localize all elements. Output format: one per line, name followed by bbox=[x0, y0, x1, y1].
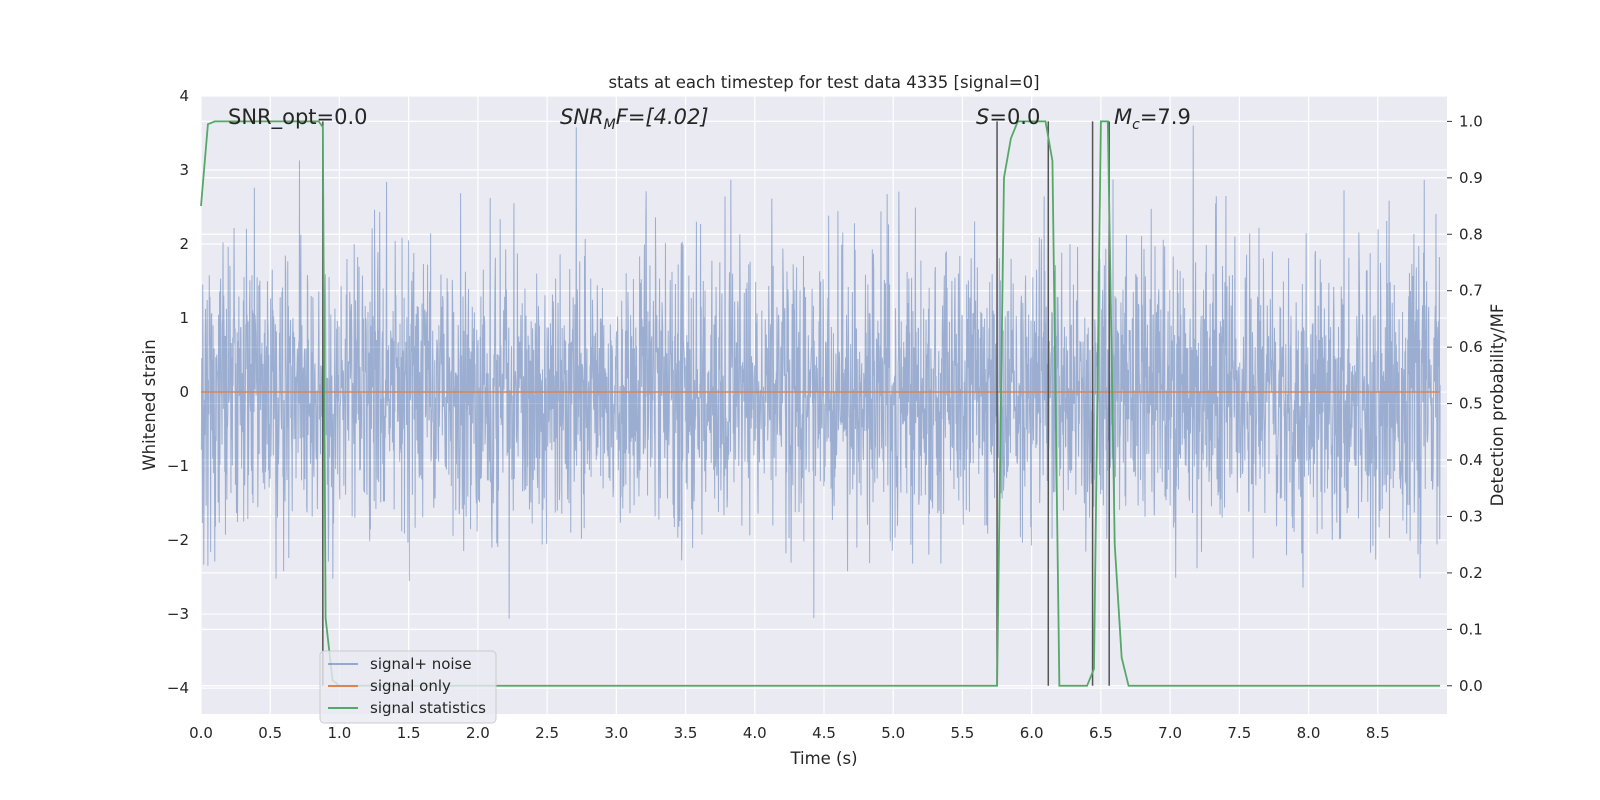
vertical-markers bbox=[322, 121, 1110, 686]
legend: signal+ noise signal only signal statist… bbox=[319, 650, 497, 724]
x-tick-label: 4.0 bbox=[743, 724, 767, 742]
y-left-tick-labels: 4 3 2 1 0 −1 −2 −3 −4 bbox=[167, 87, 189, 697]
y-right-tick-label: 0.6 bbox=[1459, 338, 1483, 356]
x-tick-label: 8.0 bbox=[1297, 724, 1321, 742]
y-left-tick-label: 2 bbox=[179, 235, 189, 253]
x-axis-label: Time (s) bbox=[789, 749, 857, 768]
y-axis-label-left: Whitened strain bbox=[140, 339, 159, 470]
y-left-tick-label: 3 bbox=[179, 161, 189, 179]
x-tick-label: 2.0 bbox=[466, 724, 490, 742]
annotation-snr-mf: SNRMF=[4.02] bbox=[560, 105, 709, 133]
y-right-tick-label: 0.8 bbox=[1459, 225, 1483, 243]
x-tick-label: 6.5 bbox=[1089, 724, 1113, 742]
signal-statistics-series bbox=[200, 120, 1441, 687]
x-tick-label: 2.5 bbox=[535, 724, 559, 742]
y-axis-label-right: Detection probability/MF bbox=[1488, 304, 1507, 507]
annotation-s: S=0.0 bbox=[976, 105, 1040, 129]
x-tick-label: 3.0 bbox=[604, 724, 628, 742]
x-tick-label: 7.5 bbox=[1227, 724, 1251, 742]
y-right-tick-label: 0.3 bbox=[1459, 507, 1483, 525]
y-right-tick-label: 0.7 bbox=[1459, 282, 1483, 300]
y-right-tick-labels: 1.0 0.9 0.8 0.7 0.6 0.5 0.4 0.3 0.2 0.1 0.0 bbox=[1447, 112, 1483, 695]
y-right-tick-label: 0.1 bbox=[1459, 620, 1483, 638]
legend-label-signal: signal only bbox=[370, 677, 451, 695]
signal-noise-series bbox=[200, 125, 1441, 619]
y-left-tick-label: −3 bbox=[167, 605, 189, 623]
x-tick-label: 8.5 bbox=[1366, 724, 1390, 742]
x-tick-label: 0.0 bbox=[189, 724, 213, 742]
legend-label-noise: signal+ noise bbox=[370, 655, 472, 673]
x-tick-label: 0.5 bbox=[258, 724, 282, 742]
annotation-snr-opt: SNR_opt=0.0 bbox=[228, 105, 368, 130]
y-left-tick-label: −4 bbox=[167, 679, 189, 697]
y-right-tick-label: 0.4 bbox=[1459, 451, 1483, 469]
signal-noise-line bbox=[200, 125, 1441, 619]
chart-title: stats at each timestep for test data 433… bbox=[608, 73, 1039, 92]
y-left-tick-label: −2 bbox=[167, 531, 189, 549]
y-right-tick-label: 0.2 bbox=[1459, 564, 1483, 582]
annotation-mc: Mc=7.9 bbox=[1114, 105, 1191, 133]
x-tick-label: 1.5 bbox=[397, 724, 421, 742]
y-right-tick-label: 0.9 bbox=[1459, 169, 1483, 187]
x-tick-label: 5.0 bbox=[881, 724, 905, 742]
y-left-tick-label: −1 bbox=[167, 457, 189, 475]
x-tick-label: 5.5 bbox=[951, 724, 975, 742]
x-tick-label: 7.0 bbox=[1158, 724, 1182, 742]
legend-label-stats: signal statistics bbox=[370, 699, 486, 717]
signal-statistics-line bbox=[200, 120, 1441, 687]
x-tick-label: 6.0 bbox=[1020, 724, 1044, 742]
x-tick-label: 3.5 bbox=[674, 724, 698, 742]
y-right-tick-label: 1.0 bbox=[1459, 112, 1483, 130]
y-right-tick-label: 0.5 bbox=[1459, 395, 1483, 413]
x-tick-label: 4.5 bbox=[812, 724, 836, 742]
x-tick-label: 1.0 bbox=[328, 724, 352, 742]
y-left-tick-label: 0 bbox=[179, 383, 189, 401]
y-left-tick-label: 4 bbox=[179, 87, 189, 105]
y-left-tick-label: 1 bbox=[179, 309, 189, 327]
y-right-tick-label: 0.0 bbox=[1459, 677, 1483, 695]
x-tick-labels: 0.0 0.5 1.0 1.5 2.0 2.5 3.0 3.5 4.0 4.5 5.0 5.5 6.0 6… bbox=[189, 724, 1390, 742]
legend-box bbox=[319, 650, 497, 724]
